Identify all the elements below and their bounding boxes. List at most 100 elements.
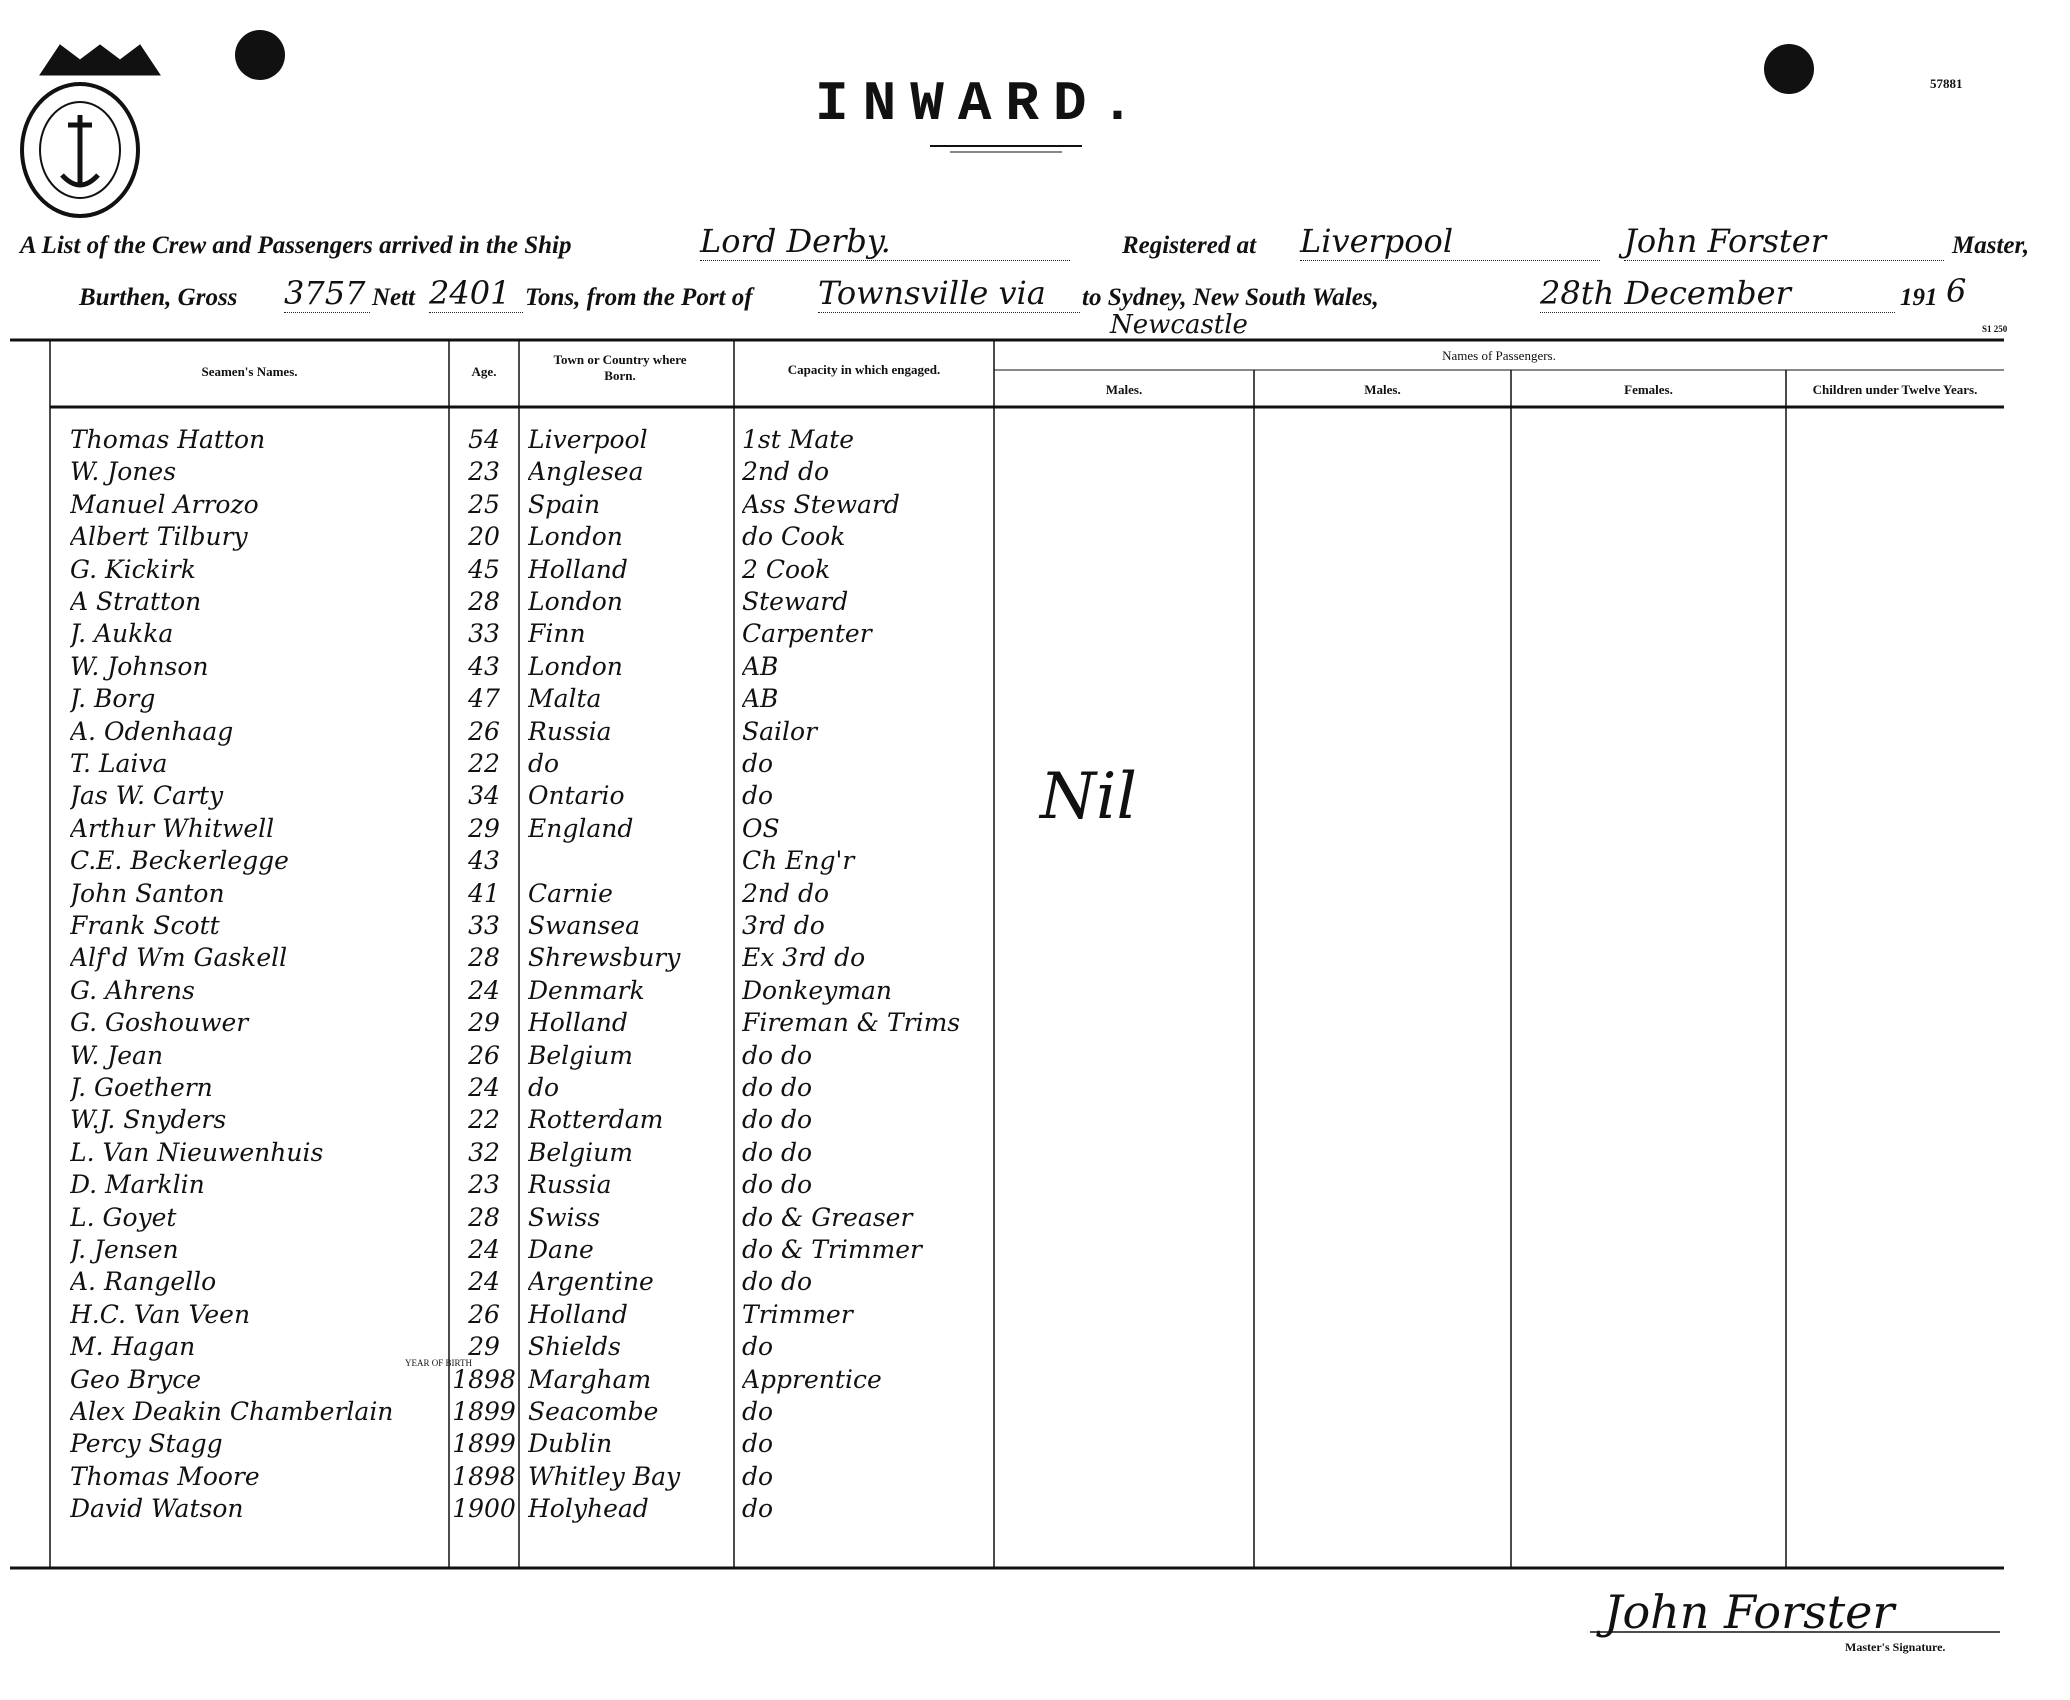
label: Master, — [1952, 232, 2030, 259]
seaman-name: Alf'd Wm Gaskell — [70, 943, 288, 973]
seaman-name: Jas W. Carty — [70, 781, 224, 811]
nett-tons: 2401 — [429, 274, 523, 313]
capacity: Ex 3rd do — [742, 943, 866, 973]
seaman-name: A. Odenhaag — [70, 716, 234, 746]
seaman-name: H.C. Van Veen — [70, 1299, 251, 1329]
birthplace: Dane — [528, 1235, 594, 1264]
capacity: do & Greaser — [742, 1202, 913, 1232]
seaman-name: L. Van Nieuwenhuis — [70, 1137, 324, 1167]
capacity: Donkeyman — [742, 975, 892, 1005]
capacity: 2 Cook — [742, 554, 831, 584]
seaman-name: Percy Stagg — [70, 1429, 223, 1459]
emblem — [20, 44, 161, 218]
age: 33 — [468, 619, 500, 649]
age: 34 — [468, 781, 500, 811]
seaman-name: L. Goyet — [70, 1202, 177, 1232]
capacity: do do — [742, 1170, 813, 1200]
punch-hole — [235, 30, 285, 80]
birthplace: Russia — [528, 1170, 612, 1200]
seaman-name: Alex Deakin Chamberlain — [70, 1397, 394, 1426]
column-header: Males. — [1105, 382, 1143, 397]
capacity: 1st Mate — [742, 425, 855, 454]
birthplace: Holland — [528, 1299, 628, 1329]
capacity: do do — [742, 1137, 813, 1167]
seaman-name: D. Marklin — [70, 1170, 205, 1200]
seaman-name: John Santon — [70, 878, 225, 908]
age: 45 — [468, 554, 500, 584]
seaman-name: G. Goshouwer — [70, 1008, 249, 1038]
seaman-name: Arthur Whitwell — [70, 813, 275, 843]
age: 32 — [468, 1137, 500, 1167]
label: to Sydney, New South Wales, — [1082, 284, 1379, 311]
arrival-date: 28th December — [1540, 274, 1895, 313]
birthplace: do — [528, 749, 560, 778]
age: 28 — [468, 943, 500, 973]
age: 29 — [468, 1332, 500, 1362]
age: 1900 — [452, 1494, 516, 1524]
capacity: do do — [742, 1267, 813, 1297]
birthplace: Belgium — [528, 1137, 633, 1167]
age: 43 — [468, 651, 500, 681]
column-header: Children under Twelve Years. — [1812, 382, 1978, 397]
seaman-name: Manuel Arrozo — [70, 489, 259, 519]
seaman-name: A Stratton — [70, 587, 202, 616]
seaman-name: Geo Bryce — [70, 1364, 202, 1394]
form-number: S1 250 — [1982, 324, 2008, 334]
capacity: do do — [742, 1073, 813, 1102]
age: 33 — [468, 911, 500, 940]
birthplace: Seacombe — [528, 1397, 659, 1426]
from-port: Townsville via — [818, 274, 1080, 313]
age: 25 — [468, 489, 500, 519]
seaman-name: C.E. Beckerlegge — [70, 846, 289, 876]
seaman-name: W. Jones — [70, 457, 177, 487]
note: YEAR OF BIRTH — [405, 1358, 472, 1368]
seaman-name: T. Laiva — [70, 749, 168, 778]
seaman-name: David Watson — [70, 1494, 244, 1524]
seaman-name: G. Kickirk — [70, 554, 196, 584]
age: 29 — [468, 1008, 500, 1038]
age: 23 — [468, 1170, 500, 1200]
column-header: Capacity in which engaged. — [787, 362, 941, 377]
age: 41 — [468, 878, 500, 908]
seaman-name: W. Johnson — [70, 651, 209, 681]
seaman-name: W. Jean — [70, 1040, 164, 1070]
seaman-name: W.J. Snyders — [70, 1105, 227, 1135]
age: 54 — [468, 425, 500, 454]
capacity: do — [742, 1397, 774, 1426]
signature-label: Master's Signature. — [1845, 1640, 1946, 1654]
gross-tons: 3757 — [284, 274, 370, 313]
label: Burthen, Gross — [79, 284, 238, 311]
capacity: do do — [742, 1105, 813, 1135]
column-header: Females. — [1624, 382, 1673, 397]
birthplace: Finn — [528, 619, 586, 649]
column-header: Males. — [1364, 382, 1401, 397]
year-digit: 6 — [1946, 272, 1967, 310]
birthplace: Denmark — [528, 975, 645, 1005]
seaman-name: J. Borg — [70, 684, 156, 714]
age: 1898 — [452, 1364, 516, 1394]
capacity: OS — [742, 813, 780, 843]
capacity: Fireman & Trims — [742, 1008, 961, 1038]
title: INWARD. — [815, 72, 1149, 136]
age: 26 — [468, 1299, 500, 1329]
punch-hole — [1764, 44, 1814, 94]
birthplace: Malta — [528, 684, 602, 714]
age: 1899 — [452, 1429, 516, 1459]
capacity: 3rd do — [742, 911, 825, 940]
birthplace: London — [528, 651, 623, 681]
birthplace: Rotterdam — [528, 1105, 664, 1135]
age: 20 — [468, 522, 500, 552]
birthplace: London — [528, 587, 623, 616]
age: 26 — [468, 1040, 500, 1070]
capacity: do do — [742, 1040, 813, 1070]
capacity: do — [742, 1429, 774, 1459]
birthplace: Dublin — [528, 1429, 613, 1459]
birthplace: do — [528, 1073, 560, 1102]
capacity: do — [742, 1461, 774, 1491]
capacity: do & Trimmer — [742, 1235, 922, 1264]
birthplace: Whitley Bay — [528, 1461, 681, 1491]
birthplace: Shields — [528, 1332, 621, 1362]
age: 23 — [468, 457, 500, 487]
capacity: 2nd do — [742, 457, 830, 487]
